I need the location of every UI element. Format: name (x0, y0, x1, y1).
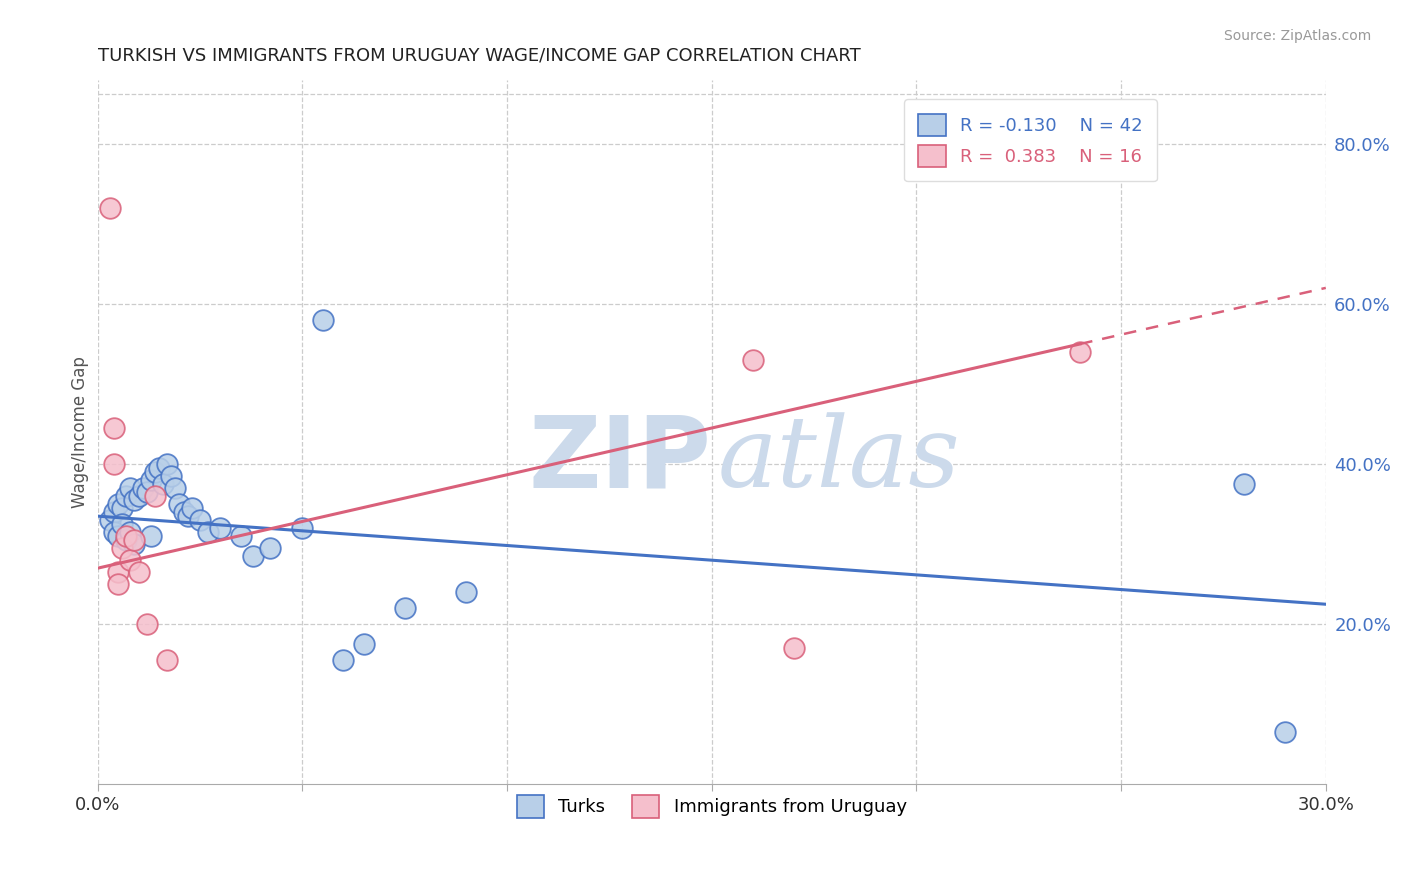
Point (120, 481, 142, 495)
Point (741, 353, 763, 368)
Point (103, 457, 125, 471)
Point (1274, 725, 1296, 739)
Point (209, 521, 232, 535)
Point (124, 493, 146, 508)
Point (115, 529, 138, 543)
Point (98, 201, 121, 215)
Point (135, 617, 157, 632)
Point (115, 489, 138, 503)
Point (180, 501, 202, 516)
Point (169, 497, 191, 511)
Point (291, 521, 314, 535)
Point (1069, 345, 1091, 359)
Point (197, 525, 219, 540)
Point (152, 477, 174, 491)
Y-axis label: Wage/Income Gap: Wage/Income Gap (72, 356, 89, 508)
Text: Source: ZipAtlas.com: Source: ZipAtlas.com (1223, 29, 1371, 43)
Point (188, 513, 211, 527)
Point (143, 489, 166, 503)
Text: atlas: atlas (718, 413, 960, 508)
Point (176, 509, 198, 524)
Point (111, 541, 134, 556)
Point (259, 541, 281, 556)
Point (1233, 477, 1256, 491)
Point (139, 529, 162, 543)
Point (454, 585, 477, 599)
Point (782, 641, 804, 656)
Point (156, 457, 179, 471)
Point (128, 565, 150, 579)
Point (128, 489, 150, 503)
Point (156, 653, 179, 667)
Point (312, 313, 335, 327)
Point (229, 529, 252, 543)
Point (165, 481, 187, 495)
Point (148, 461, 170, 475)
Point (173, 505, 195, 519)
Point (160, 469, 183, 483)
Point (103, 525, 125, 540)
Point (107, 565, 129, 579)
Point (124, 537, 146, 551)
Point (111, 517, 134, 532)
Point (107, 577, 129, 591)
Text: ZIP: ZIP (529, 412, 711, 508)
Point (120, 525, 142, 540)
Point (124, 533, 146, 548)
Point (107, 497, 129, 511)
Point (242, 549, 264, 564)
Point (135, 485, 157, 500)
Text: TURKISH VS IMMIGRANTS FROM URUGUAY WAGE/INCOME GAP CORRELATION CHART: TURKISH VS IMMIGRANTS FROM URUGUAY WAGE/… (97, 46, 860, 64)
Point (143, 465, 166, 479)
Point (120, 553, 142, 567)
Point (115, 533, 138, 548)
Point (332, 653, 354, 667)
Point (107, 529, 129, 543)
Legend: Turks, Immigrants from Uruguay: Turks, Immigrants from Uruguay (509, 789, 914, 825)
Point (353, 637, 375, 651)
Point (103, 505, 125, 519)
Point (131, 481, 153, 495)
Point (394, 601, 416, 615)
Point (98, 513, 121, 527)
Point (111, 501, 134, 516)
Point (139, 473, 162, 487)
Point (103, 421, 125, 435)
